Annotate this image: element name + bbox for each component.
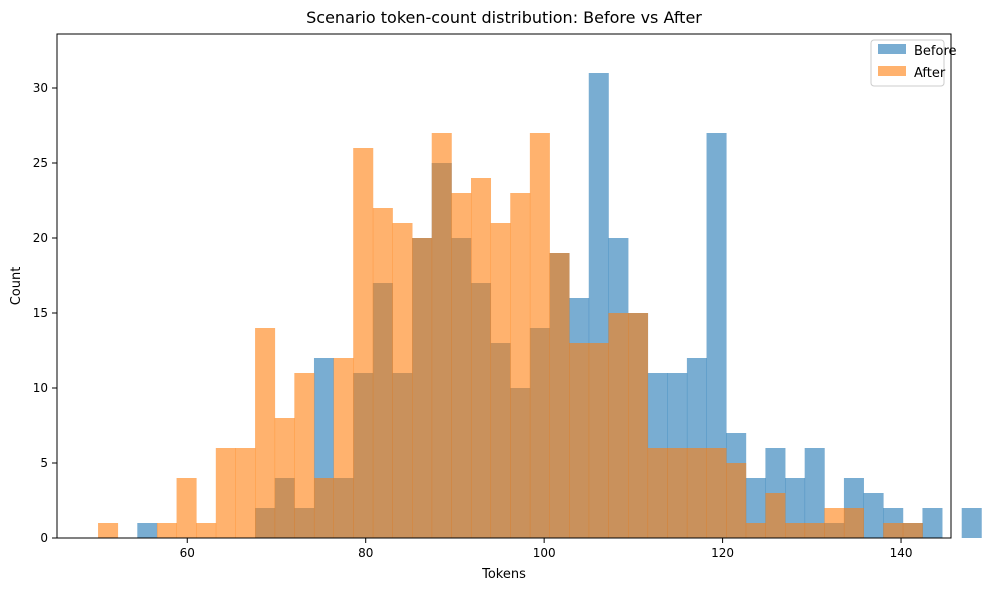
bar-after-22 (529, 133, 550, 538)
bar-after-17 (431, 133, 452, 538)
legend: Before After (870, 39, 957, 87)
bar-after-19 (470, 178, 492, 538)
bar-after-37 (824, 508, 845, 538)
bar-after-33 (745, 523, 766, 538)
bar-before-39 (863, 493, 884, 538)
x-axis-label: Tokens (481, 567, 526, 582)
x-tick-label-140: 140 (890, 546, 913, 560)
bar-before-2 (137, 523, 158, 538)
bar-after-8 (255, 328, 276, 538)
bar-after-35 (785, 523, 806, 538)
x-tick-label-120: 120 (711, 546, 734, 560)
legend-swatch-before (878, 44, 906, 54)
bar-before-36 (804, 448, 825, 538)
bar-after-14 (372, 208, 393, 538)
bar-after-4 (176, 478, 197, 538)
bar-after-30 (686, 448, 707, 538)
bar-before-31 (706, 133, 727, 538)
legend-label-before: Before (914, 44, 957, 59)
bars-layer (98, 73, 982, 538)
bar-after-13 (353, 148, 374, 538)
bar-after-36 (804, 523, 825, 538)
bar-after-10 (294, 373, 315, 538)
y-tick-label-20: 20 (33, 231, 48, 245)
bar-after-3 (156, 523, 177, 538)
y-tick-label-15: 15 (33, 306, 48, 320)
bar-after-15 (392, 223, 413, 538)
plot-frame (56, 33, 952, 539)
bar-after-25 (588, 343, 609, 538)
y-tick-label-30: 30 (33, 81, 48, 95)
y-axis-label: Count (9, 267, 24, 306)
bar-after-6 (215, 448, 236, 538)
bar-after-40 (883, 523, 904, 538)
bar-after-12 (333, 358, 354, 538)
bar-after-26 (608, 313, 629, 538)
legend-swatch-after (878, 66, 906, 76)
y-tick-label-0: 0 (40, 531, 48, 545)
bar-after-18 (451, 193, 472, 538)
x-tick-label-80: 80 (358, 546, 373, 560)
bar-after-20 (490, 223, 511, 538)
y-tick-label-25: 25 (33, 156, 48, 170)
bar-after-0 (98, 523, 119, 538)
y-tick-label-5: 5 (40, 456, 48, 470)
x-tick-label-100: 100 (533, 546, 556, 560)
bar-after-31 (706, 448, 727, 538)
bar-after-28 (647, 448, 668, 538)
bar-before-42 (922, 508, 943, 538)
bar-after-7 (235, 448, 256, 538)
bar-after-32 (726, 463, 747, 538)
chart-title: Scenario token-count distribution: Befor… (306, 8, 702, 27)
bar-after-11 (313, 478, 334, 538)
bar-before-44 (961, 508, 982, 538)
bar-after-23 (549, 253, 570, 538)
ticks-layer: 60 80 100 120 140 0 5 10 15 20 25 30 (33, 81, 913, 560)
bar-after-9 (274, 418, 295, 538)
y-tick-label-10: 10 (33, 381, 48, 395)
bar-after-5 (196, 523, 217, 538)
bar-after-34 (765, 493, 786, 538)
legend-label-after: After (914, 66, 946, 81)
x-tick-label-60: 60 (180, 546, 195, 560)
bar-after-41 (902, 523, 923, 538)
bar-after-21 (510, 193, 531, 538)
bar-after-38 (843, 508, 864, 538)
bar-after-27 (628, 313, 649, 538)
bar-after-24 (569, 343, 590, 538)
bar-after-16 (412, 238, 433, 538)
bar-after-29 (667, 448, 688, 538)
